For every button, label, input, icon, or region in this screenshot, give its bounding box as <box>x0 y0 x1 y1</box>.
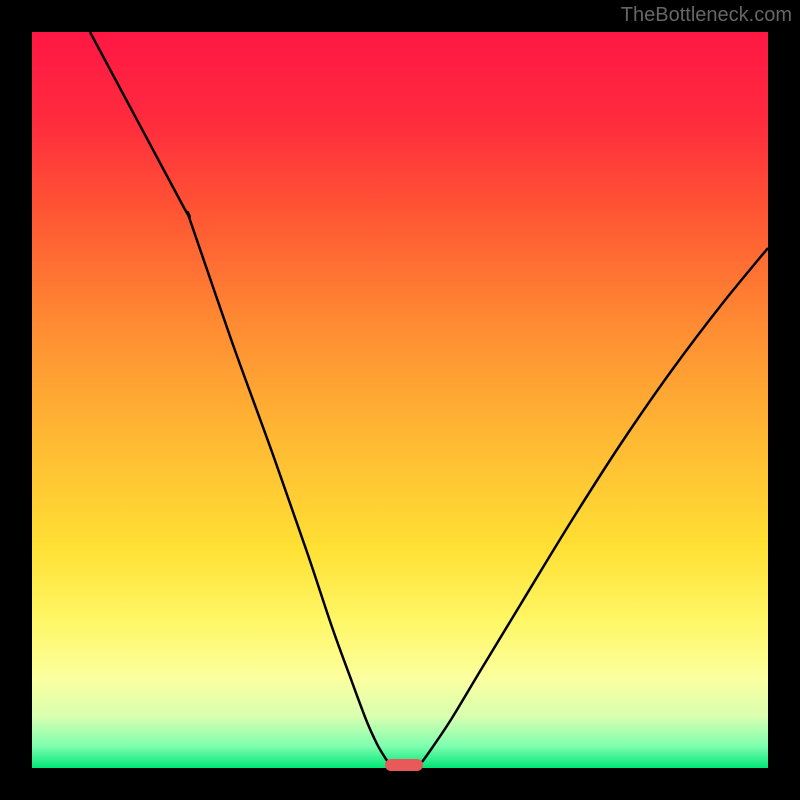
bottleneck-curves <box>32 32 768 768</box>
optimal-marker <box>385 759 423 771</box>
plot-area <box>32 32 768 768</box>
right-curve <box>422 248 768 762</box>
chart-container: TheBottleneck.com <box>0 0 800 800</box>
left-curve <box>90 32 388 762</box>
watermark-text: TheBottleneck.com <box>621 4 792 27</box>
